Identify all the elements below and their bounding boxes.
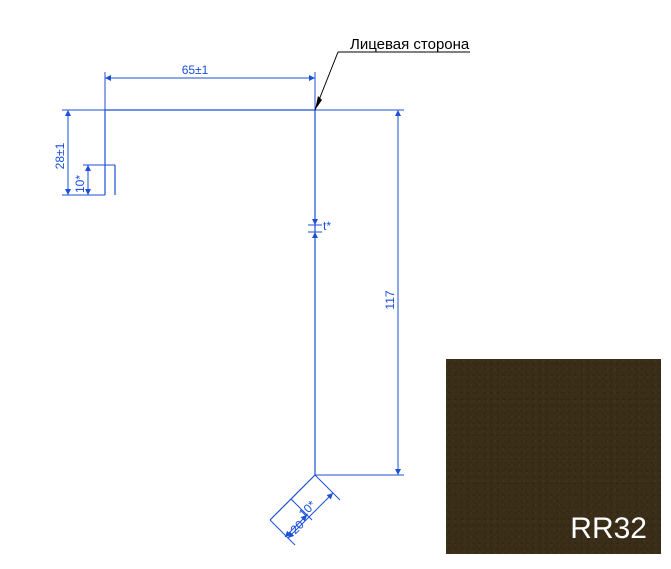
face-leader	[315, 52, 470, 110]
dim-right-height: 117	[383, 290, 397, 309]
dim-top-width-group	[105, 72, 315, 110]
dim-bottom-hem: 10*	[296, 498, 319, 521]
profile-outline	[105, 110, 315, 520]
color-swatch: RR32	[446, 359, 661, 554]
face-label: Лицевая сторона	[350, 36, 469, 53]
dim-left-height: 28±1	[53, 142, 67, 169]
dim-left-hem-group	[83, 165, 115, 195]
swatch-code: RR32	[570, 512, 647, 546]
dim-thickness: t*	[323, 219, 331, 233]
dim-top-width: 65±1	[182, 63, 209, 77]
dim-left-hem: 10*	[73, 175, 87, 193]
